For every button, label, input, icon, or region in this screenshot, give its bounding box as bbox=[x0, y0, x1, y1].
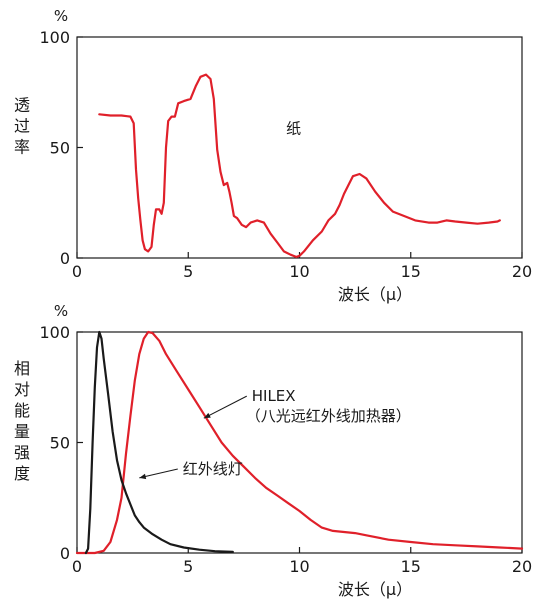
y-tick-label: 50 bbox=[50, 139, 70, 158]
x-tick-label: 15 bbox=[401, 557, 421, 576]
x-tick-label: 5 bbox=[183, 557, 193, 576]
y-tick-label: 100 bbox=[39, 323, 70, 342]
x-tick-label: 20 bbox=[512, 262, 532, 281]
annotation-label: 红外线灯 bbox=[183, 460, 243, 478]
plot-frame bbox=[76, 36, 523, 259]
y-tick-label: 0 bbox=[60, 544, 70, 563]
y-tick-label: 0 bbox=[60, 249, 70, 268]
y-axis-label-char: 能 bbox=[14, 401, 30, 420]
y-unit-label: % bbox=[54, 302, 68, 320]
series-line-1 bbox=[98, 73, 501, 258]
y-axis-label-char: 相 bbox=[14, 359, 30, 378]
x-tick-label: 5 bbox=[183, 262, 193, 281]
x-tick-label: 10 bbox=[289, 262, 309, 281]
y-tick-label: 100 bbox=[39, 28, 70, 47]
annotation-arrow-line bbox=[139, 468, 178, 479]
annotation-arrow-line bbox=[203, 395, 248, 419]
x-tick-label: 15 bbox=[401, 262, 421, 281]
y-axis-label-char: 透 bbox=[14, 96, 30, 115]
y-axis-label-char: 率 bbox=[14, 138, 30, 157]
annotation-arrow-head bbox=[203, 412, 211, 419]
annotation-label: （八光远红外线加热器） bbox=[246, 407, 411, 425]
series-line-2 bbox=[84, 330, 234, 555]
y-axis-label-char: 量 bbox=[14, 422, 30, 441]
y-unit-label: % bbox=[54, 7, 68, 25]
annotation-label: HILEX bbox=[252, 387, 296, 405]
series-line-1 bbox=[75, 330, 524, 555]
y-axis-label-char: 强 bbox=[14, 443, 30, 462]
y-axis-label-char: 过 bbox=[14, 117, 30, 136]
annotation-arrow-head bbox=[139, 473, 147, 480]
x-tick-label: 20 bbox=[512, 557, 532, 576]
y-axis-label-char: 对 bbox=[14, 380, 30, 399]
x-tick-label: 10 bbox=[289, 557, 309, 576]
x-tick-label: 0 bbox=[72, 262, 82, 281]
y-axis-label-char: 度 bbox=[14, 464, 30, 483]
annotation-label: 纸 bbox=[286, 120, 301, 138]
x-tick-label: 0 bbox=[72, 557, 82, 576]
x-axis-label: 波长（μ） bbox=[338, 285, 412, 304]
x-axis-label: 波长（μ） bbox=[338, 580, 412, 599]
plot-frame bbox=[76, 331, 523, 554]
y-tick-label: 50 bbox=[50, 434, 70, 453]
